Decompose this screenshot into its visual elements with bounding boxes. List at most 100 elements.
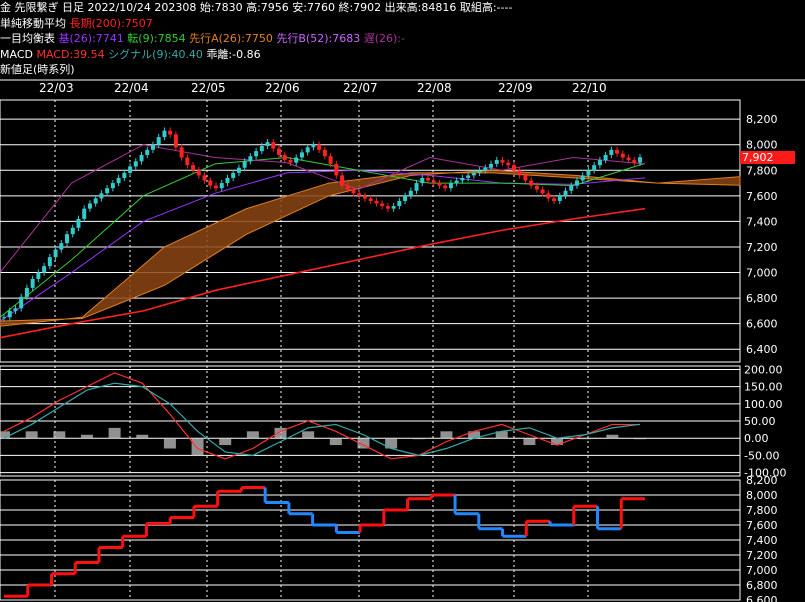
candle-body xyxy=(523,175,528,181)
candle-body xyxy=(265,142,270,147)
candle-body xyxy=(294,157,299,163)
candle-body xyxy=(626,157,631,161)
y-tick-label: 6,800 xyxy=(746,579,778,592)
instrument-info: 金 先限繋ぎ 日足 2022/10/24 202308 始:7830 高:795… xyxy=(0,1,513,14)
candle-body xyxy=(231,172,236,178)
candle-body xyxy=(36,272,41,279)
candle-body xyxy=(615,149,620,154)
x-tick-label: 22/06 xyxy=(265,81,300,95)
y-tick-label: 150.00 xyxy=(744,381,783,394)
candle-body xyxy=(259,146,264,152)
candle-body xyxy=(511,165,516,171)
y-tick-label: 50.00 xyxy=(744,415,776,428)
macd-histogram-bar xyxy=(53,431,66,439)
candle-body xyxy=(620,153,625,158)
macd-histogram-bar xyxy=(274,427,287,439)
y-tick-label: -100.00 xyxy=(744,467,786,480)
candle-body xyxy=(145,149,150,155)
candle-body xyxy=(597,160,602,166)
macd-histogram-bar xyxy=(25,431,38,439)
candle-body xyxy=(466,175,471,178)
candle-body xyxy=(552,198,557,201)
candle-body xyxy=(506,162,511,166)
candle-body xyxy=(345,185,350,190)
candle-body xyxy=(529,180,534,186)
y-tick-label: 7,200 xyxy=(746,241,778,254)
y-tick-label: 7,000 xyxy=(746,564,778,577)
candle-body xyxy=(105,188,110,194)
ichimoku-cloud xyxy=(0,169,741,327)
y-tick-label: 8,200 xyxy=(746,474,778,487)
candle-body xyxy=(248,156,253,162)
candle-body xyxy=(76,218,81,228)
candle-body xyxy=(477,170,482,173)
legend-macd: MACD MACD:39.54 シグナル(9):40.40 乖離:-0.86 xyxy=(0,47,805,63)
candle-body xyxy=(24,287,29,297)
last-price-badge: 7,902 xyxy=(740,151,795,165)
candle-body xyxy=(368,198,373,201)
candle-body xyxy=(53,249,58,258)
candle-body xyxy=(19,296,24,309)
candle-body xyxy=(380,203,385,207)
candle-body xyxy=(65,234,70,244)
y-tick-label: 7,000 xyxy=(746,267,778,280)
candle-body xyxy=(185,157,190,166)
y-tick-label: 100.00 xyxy=(744,398,783,411)
candle-body xyxy=(431,180,436,184)
y-tick-label: 6,600 xyxy=(746,318,778,331)
candle-body xyxy=(99,193,104,199)
candle-body xyxy=(128,166,133,173)
candle-body xyxy=(580,175,585,181)
macd-histogram-bar xyxy=(0,431,10,439)
candle-body xyxy=(156,137,161,145)
candle-body xyxy=(592,165,597,171)
candle-body xyxy=(150,144,155,150)
candle-body xyxy=(271,142,276,149)
candle-body xyxy=(483,167,488,171)
candle-body xyxy=(362,195,367,199)
macd-line xyxy=(3,372,641,460)
candle-body xyxy=(236,167,241,173)
candle-body xyxy=(408,190,413,196)
macd-histogram-bar xyxy=(108,427,121,439)
y-tick-label: 6,800 xyxy=(746,292,778,305)
candle-body xyxy=(277,148,282,155)
candle-body xyxy=(168,130,173,135)
macd-histogram-bar xyxy=(163,438,176,449)
candle-body xyxy=(191,165,196,171)
macd-histogram-bar xyxy=(329,438,342,446)
x-tick-label: 22/10 xyxy=(572,81,607,95)
sma-title: 単純移動平均 xyxy=(0,16,66,30)
y-tick-label: 0.00 xyxy=(744,432,769,445)
candle-body xyxy=(214,185,218,189)
candle-body xyxy=(454,180,459,184)
candle-body xyxy=(162,130,167,138)
y-tick-label: 7,200 xyxy=(746,549,778,562)
candle-body xyxy=(397,200,402,207)
macd-histogram-bar xyxy=(219,438,232,446)
sma-value: 長期(200):7507 xyxy=(69,16,153,30)
chart-legend: 金 先限繋ぎ 日足 2022/10/24 202308 始:7830 高:795… xyxy=(0,0,805,80)
candle-body xyxy=(534,185,539,190)
tenkan-value: 転(9):7854 xyxy=(127,32,186,45)
macd-histogram-bar xyxy=(440,431,453,439)
y-tick-label: 7,600 xyxy=(746,519,778,532)
candle-body xyxy=(2,317,6,319)
candle-body xyxy=(569,185,574,191)
candle-body xyxy=(317,144,322,150)
macd-histogram-bar xyxy=(412,438,425,440)
macd-histogram-bar xyxy=(495,431,508,439)
chikou-line xyxy=(0,144,646,273)
candle-body xyxy=(322,149,327,157)
macd-histogram-bar xyxy=(606,434,619,439)
candle-body xyxy=(340,175,345,186)
candle-body xyxy=(110,183,115,189)
candle-body xyxy=(202,175,207,181)
candle-body xyxy=(59,243,64,250)
candle-body xyxy=(30,278,35,288)
candle-body xyxy=(7,310,12,318)
candle-body xyxy=(196,170,201,176)
candle-body xyxy=(208,180,213,186)
newprice-title: 新値足(時系列) xyxy=(0,63,75,76)
